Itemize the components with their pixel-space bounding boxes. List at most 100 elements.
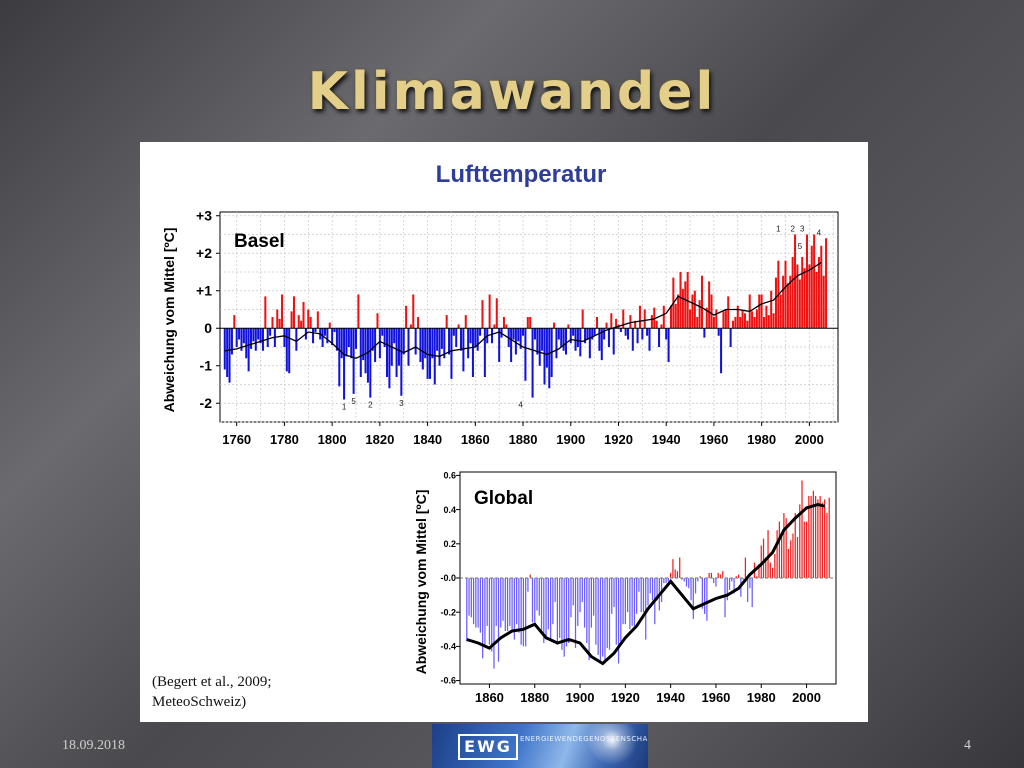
bar-1967 [729,328,732,347]
bar-1855 [462,328,465,372]
annotation-high-1: 2 [790,225,795,234]
bar-1992 [789,275,792,329]
y-tick-label-3: -0.0 [440,573,456,583]
bar-1882 [538,578,540,616]
bar-1909 [591,328,594,340]
bar-1985 [772,313,775,329]
y-tick-label-0: +3 [196,208,212,224]
bar-1980 [760,545,762,578]
x-tick-label-1840: 1840 [413,432,442,447]
bar-1900 [569,328,572,344]
bar-1804 [340,328,343,359]
logo-mark: EWG [458,734,518,760]
bar-1939 [662,305,665,329]
bar-1957 [705,307,708,329]
bar-1886 [547,578,549,630]
bar-1798 [326,328,329,344]
bar-2007 [821,502,824,578]
bar-1969 [734,317,737,329]
bar-1853 [472,578,475,625]
bar-1925 [636,578,638,614]
bar-1854 [475,578,477,628]
basel-y-axis-label: Abweichung vom Mittel [ºC] [161,228,177,413]
x-tick-label-2000: 2000 [795,432,824,447]
bar-1966 [728,578,731,590]
bar-2006 [822,275,825,329]
bar-1870 [511,578,513,630]
bar-1984 [769,562,771,578]
bar-1972 [741,309,744,329]
bar-1952 [693,290,696,329]
bar-1919 [615,318,618,329]
bar-1885 [533,328,536,340]
bar-1940 [665,328,668,340]
bar-1840 [426,328,429,379]
bar-1977 [753,317,756,329]
bar-1810 [354,328,358,349]
x-tick-label-1940: 1940 [656,690,685,705]
bar-1998 [801,480,803,578]
bar-2001 [808,495,810,578]
global-bars [466,480,830,669]
x-tick-label-1780: 1780 [270,432,299,447]
bar-1905 [590,578,592,628]
bar-1986 [774,554,776,578]
bar-1961 [717,572,719,578]
bar-1852 [470,578,472,618]
bar-2002 [810,495,812,578]
bar-1979 [758,564,760,578]
bar-1843 [433,328,436,385]
bar-1880 [522,328,525,336]
bar-1763 [242,328,245,344]
bar-1922 [622,309,625,329]
bar-1851 [468,578,470,616]
bar-2000 [805,521,808,578]
bar-1835 [414,328,417,355]
basel-chart-title: Lufttemperatur [436,161,607,188]
bar-1881 [524,328,527,381]
x-tick-label-1860: 1860 [461,432,490,447]
bar-1999 [803,521,805,578]
bar-1980 [760,294,763,329]
chart-panel: Lufttemperatur +3 +2 +1 0 -1 -2 1760 1780 1800 1… [140,142,868,722]
bar-1976 [751,311,754,329]
bar-1882 [526,317,529,329]
bar-1888 [541,328,544,351]
bar-1905 [581,309,584,329]
bar-1933 [648,328,651,351]
bar-1949 [690,578,692,601]
bar-1875 [522,578,525,647]
bar-1851 [452,328,455,336]
bar-1887 [549,578,552,642]
bar-1966 [727,296,730,329]
bar-1890 [545,328,548,368]
bar-1858 [469,328,472,344]
bar-1985 [771,567,774,578]
bar-1987 [776,530,778,578]
bar-1942 [669,305,672,329]
bar-1838 [421,328,424,370]
bar-1951 [691,294,694,329]
bar-1778 [278,318,281,329]
bar-1909 [599,578,602,662]
x-tick-label-1800: 1800 [318,432,347,447]
bar-1895 [557,328,560,340]
bar-1945 [681,578,683,580]
bar-1903 [586,578,588,643]
bar-1989 [781,536,783,578]
bar-1897 [562,328,565,351]
bar-1881 [536,578,538,611]
y-tick-label-0: 0.6 [443,471,456,481]
bar-1887 [538,328,541,366]
bar-1830 [402,328,405,355]
citation-line-2: MeteoSchweiz) [152,694,247,710]
bar-1842 [431,328,434,359]
bar-1924 [633,578,636,626]
bar-2004 [814,495,817,578]
bar-1965 [724,309,727,329]
bar-1800 [331,328,334,346]
bar-1898 [564,328,567,355]
annotation-low-1: 5 [351,397,356,406]
bar-1924 [627,328,630,340]
bar-1989 [782,275,785,329]
